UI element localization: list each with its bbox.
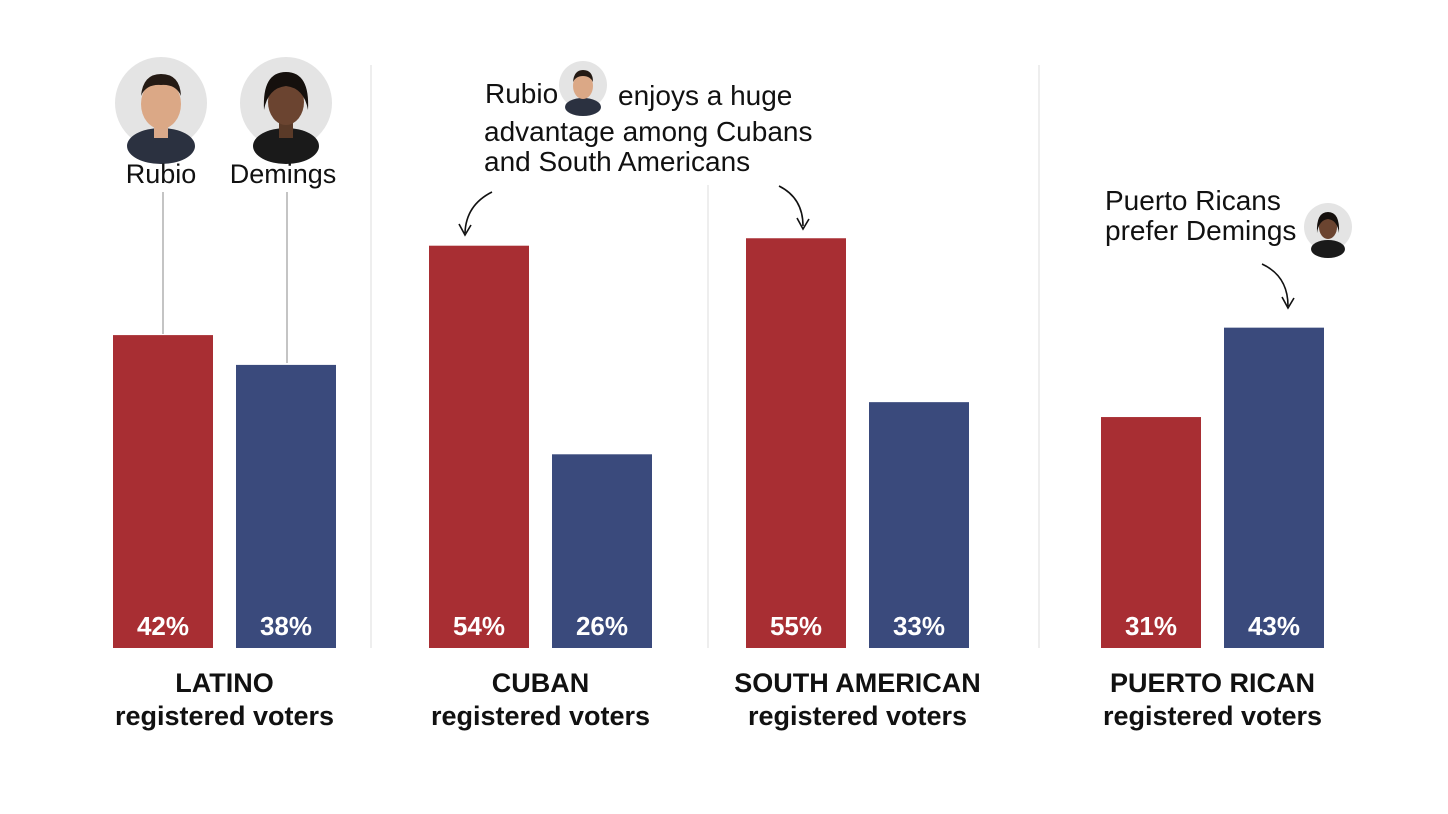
rubio-small-portrait-icon [559,61,607,116]
bar-value-demings-3: 43% [1248,611,1300,641]
bar-rubio-2 [746,238,846,648]
rubio-portrait-icon [115,57,207,164]
demings-small-portrait-icon [1304,203,1352,258]
bar-value-demings-0: 38% [260,611,312,641]
bar-value-demings-1: 26% [576,611,628,641]
rubio-annotation: Rubio enjoys a huge advantage among Cuba… [459,61,812,235]
bar-value-demings-2: 33% [893,611,945,641]
bar-value-rubio-1: 54% [453,611,505,641]
category-subtitle-1: registered voters [431,701,650,731]
bar-value-rubio-3: 31% [1125,611,1177,641]
bar-value-rubio-2: 55% [770,611,822,641]
rubio-annotation-line3: and South Americans [484,146,750,177]
demings-portrait-icon [240,57,332,164]
bar-demings-3 [1224,328,1324,648]
bar-value-rubio-0: 42% [137,611,189,641]
category-title-1: CUBAN [492,668,590,698]
rubio-annotation-line2: advantage among Cubans [484,116,812,147]
rubio-annotation-line1b: enjoys a huge [618,80,792,111]
category-subtitle-0: registered voters [115,701,334,731]
demings-annotation: Puerto Ricans prefer Demings [1105,185,1352,308]
category-subtitle-2: registered voters [748,701,967,731]
legend-rubio-label: Rubio [126,159,197,189]
arrow-to-south-american-icon [779,186,803,226]
bar-rubio-1 [429,246,529,648]
bar-demings-0 [236,365,336,648]
demings-annotation-line1: Puerto Ricans [1105,185,1281,216]
bar-rubio-0 [113,335,213,648]
demings-annotation-line2: prefer Demings [1105,215,1296,246]
legend: Rubio Demings [115,57,336,363]
category-title-0: LATINO [175,668,273,698]
rubio-annotation-line1a: Rubio [485,78,558,109]
legend-demings-label: Demings [230,159,337,189]
category-subtitle-3: registered voters [1103,701,1322,731]
category-title-3: PUERTO RICAN [1110,668,1315,698]
bars: 42% 38% 54% 26% 55% 33% 31% 43% [113,238,1324,648]
category-title-2: SOUTH AMERICAN [734,668,981,698]
